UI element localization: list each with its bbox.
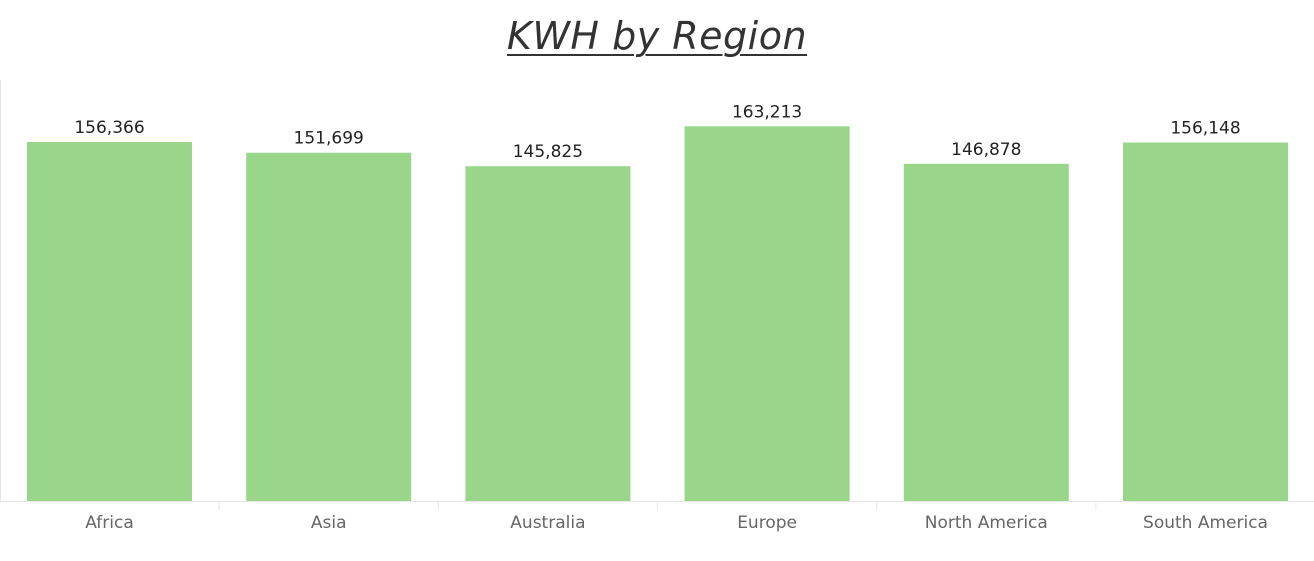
bar-australia [465, 166, 631, 501]
value-label: 151,699 [294, 129, 364, 149]
value-label: 145,825 [513, 142, 583, 162]
bar-europe [684, 126, 850, 502]
value-label: 146,878 [951, 140, 1021, 160]
value-label: 156,366 [74, 118, 144, 138]
x-tick-label: Asia [311, 513, 347, 533]
value-label: 156,148 [1170, 119, 1240, 139]
bar-africa [27, 142, 192, 501]
bar-asia [246, 152, 412, 501]
x-tick-label: Africa [85, 513, 134, 533]
x-axis-tick-labels: Africa Asia Australia Europe North America So… [85, 513, 1268, 533]
x-axis-dividers [218, 502, 1097, 510]
value-label: 163,213 [732, 102, 802, 122]
x-tick-label: North America [925, 513, 1048, 533]
value-labels-group: 156,366 151,699 145,825 163,213 146,878 156,1… [74, 102, 1240, 162]
x-tick-label: Europe [737, 513, 797, 533]
bars-group [27, 126, 1288, 502]
chart-title: KWH by Region [506, 14, 808, 58]
x-tick-label: South America [1143, 513, 1268, 533]
bar-north-america [903, 163, 1069, 502]
bar-south-america [1123, 142, 1288, 501]
x-tick-label: Australia [510, 513, 585, 533]
